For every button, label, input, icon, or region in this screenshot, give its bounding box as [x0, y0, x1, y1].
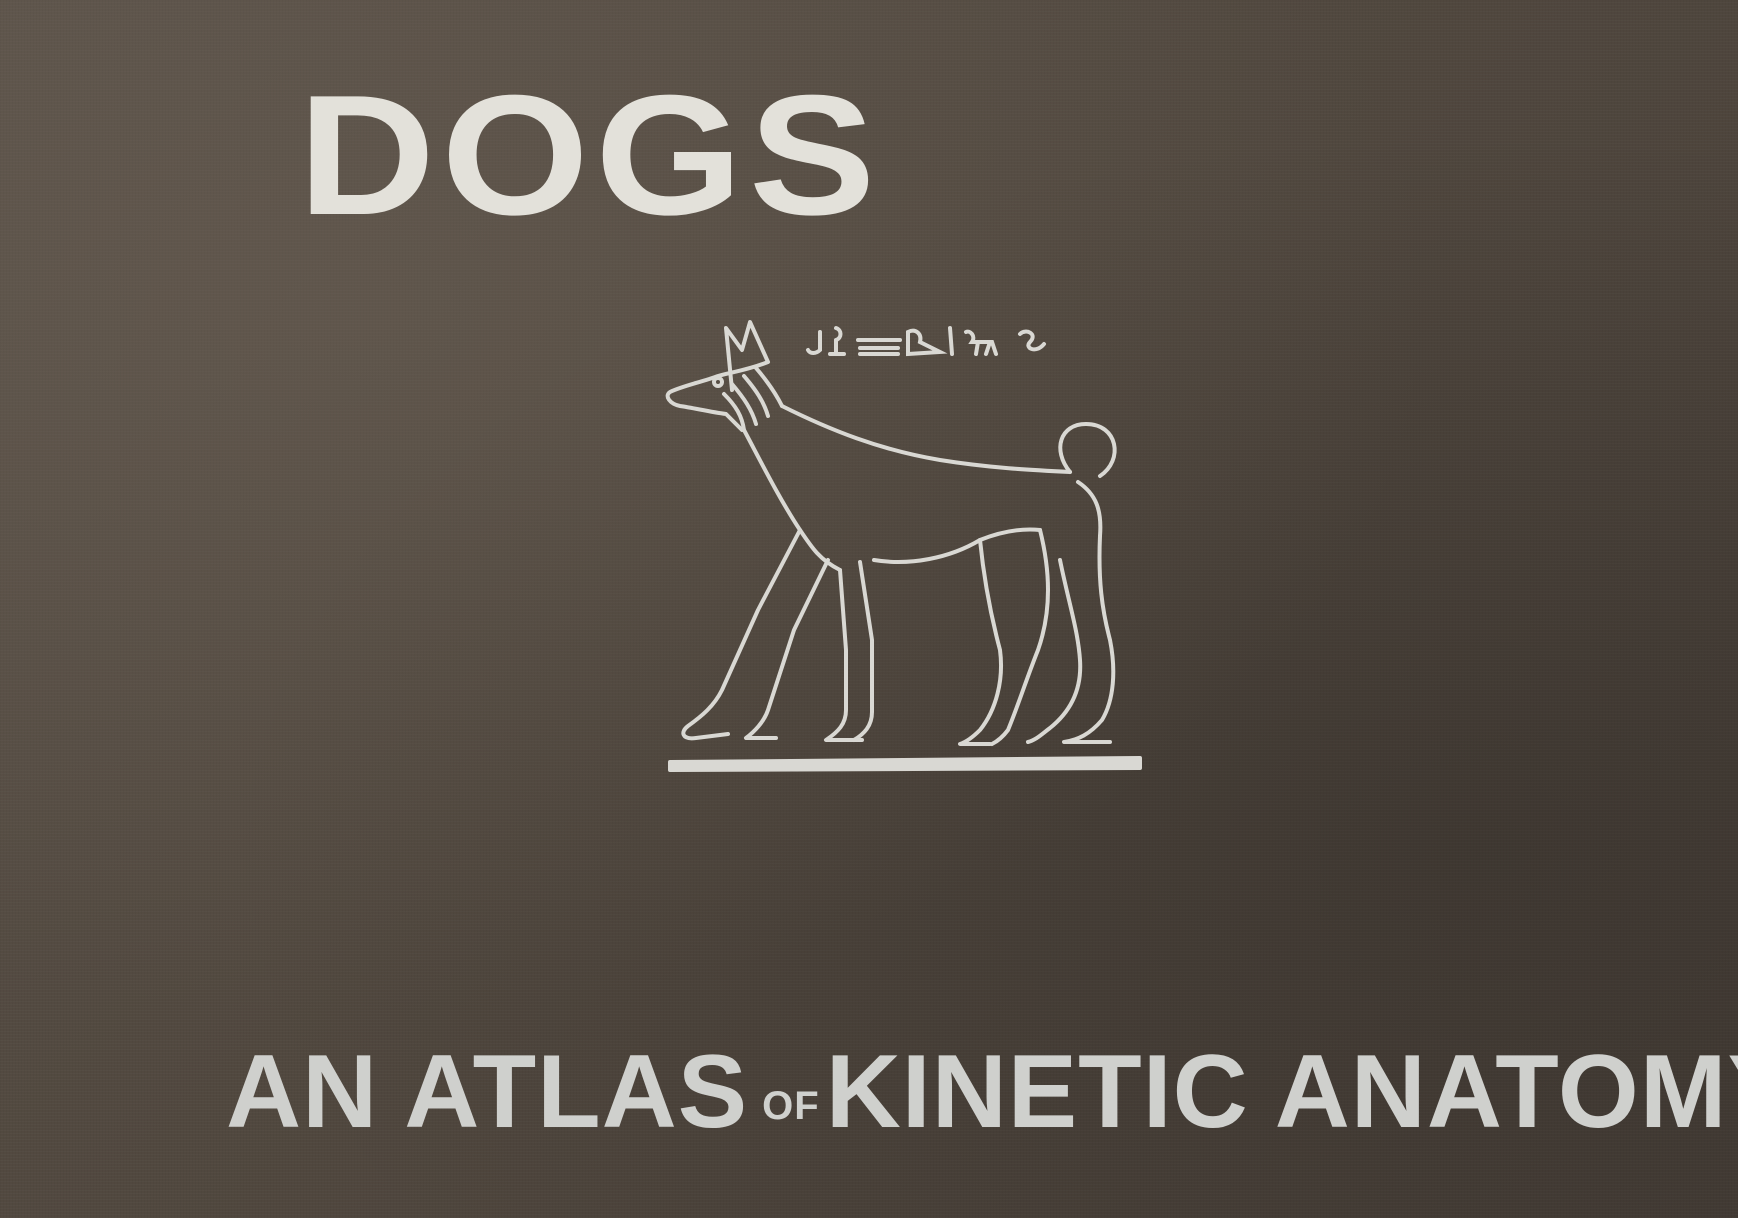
- subtitle-word-atlas: ATLAS: [404, 1034, 749, 1150]
- book-title: DOGS: [298, 60, 882, 251]
- subtitle-word-kinetic: KINETIC: [825, 1034, 1249, 1150]
- subtitle-word-of: OF: [762, 1084, 820, 1128]
- subtitle-word-an: AN: [226, 1034, 379, 1150]
- subtitle-word-anatomy: ANATOMY: [1274, 1034, 1738, 1150]
- egyptian-dog-hieroglyph-icon: [640, 310, 1142, 772]
